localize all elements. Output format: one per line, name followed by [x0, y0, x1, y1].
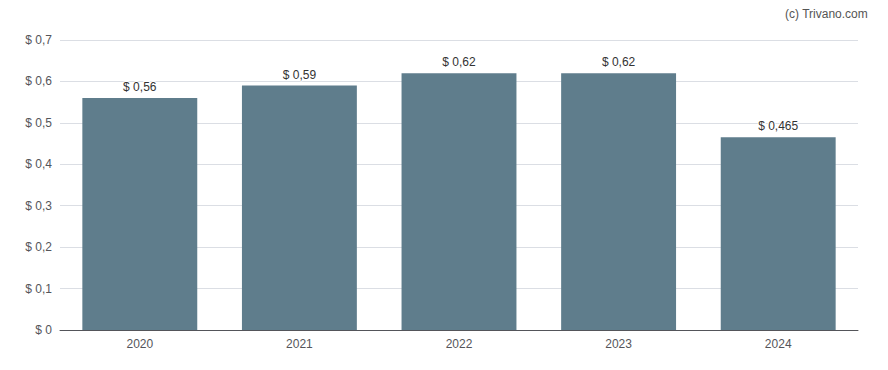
svg-text:$ 0,5: $ 0,5	[25, 116, 52, 130]
svg-text:$ 0,56: $ 0,56	[123, 80, 157, 94]
svg-text:$ 0,7: $ 0,7	[25, 33, 52, 47]
svg-text:$ 0,4: $ 0,4	[25, 157, 52, 171]
svg-text:$ 0,1: $ 0,1	[25, 282, 52, 296]
svg-text:2020: 2020	[126, 337, 153, 351]
svg-text:2023: 2023	[605, 337, 632, 351]
svg-text:$ 0,2: $ 0,2	[25, 240, 52, 254]
svg-text:$ 0,62: $ 0,62	[442, 55, 476, 69]
svg-text:$ 0,465: $ 0,465	[758, 119, 798, 133]
svg-text:2022: 2022	[446, 337, 473, 351]
svg-text:(c) Trivano.com: (c) Trivano.com	[785, 7, 868, 21]
svg-text:$ 0: $ 0	[35, 323, 52, 337]
svg-text:2024: 2024	[765, 337, 792, 351]
svg-text:$ 0,62: $ 0,62	[602, 55, 636, 69]
svg-text:$ 0,6: $ 0,6	[25, 74, 52, 88]
svg-text:$ 0,3: $ 0,3	[25, 199, 52, 213]
svg-text:$ 0,59: $ 0,59	[283, 68, 317, 82]
svg-text:2021: 2021	[286, 337, 313, 351]
